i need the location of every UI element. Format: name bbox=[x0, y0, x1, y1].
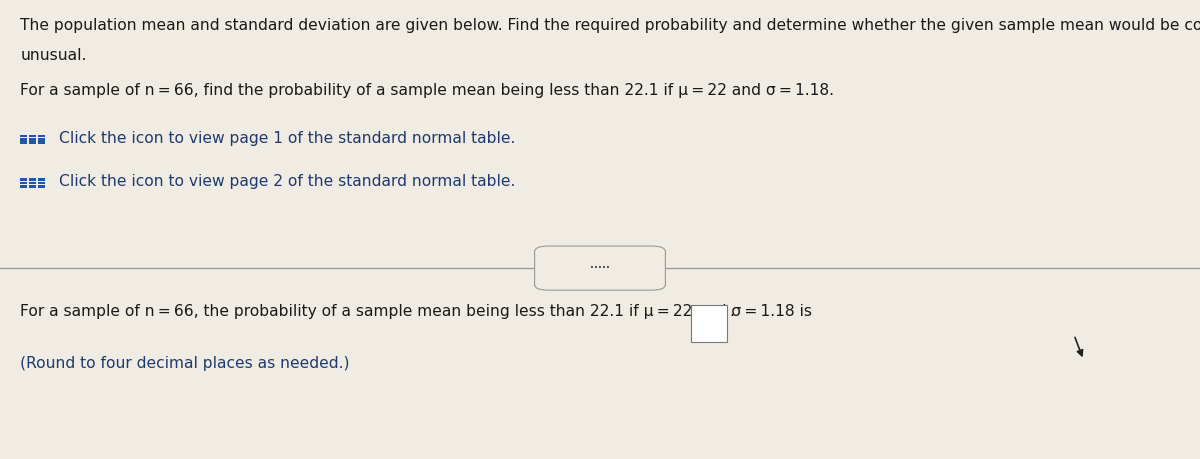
FancyBboxPatch shape bbox=[37, 142, 44, 145]
Text: (Round to four decimal places as needed.): (Round to four decimal places as needed.… bbox=[20, 356, 350, 371]
FancyBboxPatch shape bbox=[20, 182, 28, 185]
FancyBboxPatch shape bbox=[37, 182, 44, 185]
Text: Click the icon to view page 2 of the standard normal table.: Click the icon to view page 2 of the sta… bbox=[59, 174, 515, 189]
FancyBboxPatch shape bbox=[29, 185, 36, 188]
Text: ·····: ····· bbox=[590, 263, 610, 273]
FancyBboxPatch shape bbox=[29, 139, 36, 141]
FancyBboxPatch shape bbox=[37, 139, 44, 141]
FancyBboxPatch shape bbox=[20, 142, 28, 145]
FancyBboxPatch shape bbox=[29, 142, 36, 145]
FancyBboxPatch shape bbox=[37, 135, 44, 138]
FancyBboxPatch shape bbox=[37, 185, 44, 188]
FancyBboxPatch shape bbox=[37, 179, 44, 182]
FancyBboxPatch shape bbox=[20, 179, 28, 182]
FancyBboxPatch shape bbox=[20, 139, 28, 141]
Text: .: . bbox=[730, 303, 734, 318]
FancyBboxPatch shape bbox=[29, 179, 36, 182]
Text: For a sample of n = 66, find the probability of a sample mean being less than 22: For a sample of n = 66, find the probabi… bbox=[20, 83, 834, 98]
Text: unusual.: unusual. bbox=[20, 48, 86, 63]
Text: Click the icon to view page 1 of the standard normal table.: Click the icon to view page 1 of the sta… bbox=[59, 130, 515, 145]
FancyBboxPatch shape bbox=[29, 182, 36, 185]
FancyBboxPatch shape bbox=[691, 305, 727, 342]
FancyBboxPatch shape bbox=[535, 246, 665, 291]
FancyBboxPatch shape bbox=[20, 185, 28, 188]
FancyBboxPatch shape bbox=[20, 135, 28, 138]
Text: For a sample of n = 66, the probability of a sample mean being less than 22.1 if: For a sample of n = 66, the probability … bbox=[20, 303, 812, 318]
FancyBboxPatch shape bbox=[29, 135, 36, 138]
Text: The population mean and standard deviation are given below. Find the required pr: The population mean and standard deviati… bbox=[20, 18, 1200, 34]
